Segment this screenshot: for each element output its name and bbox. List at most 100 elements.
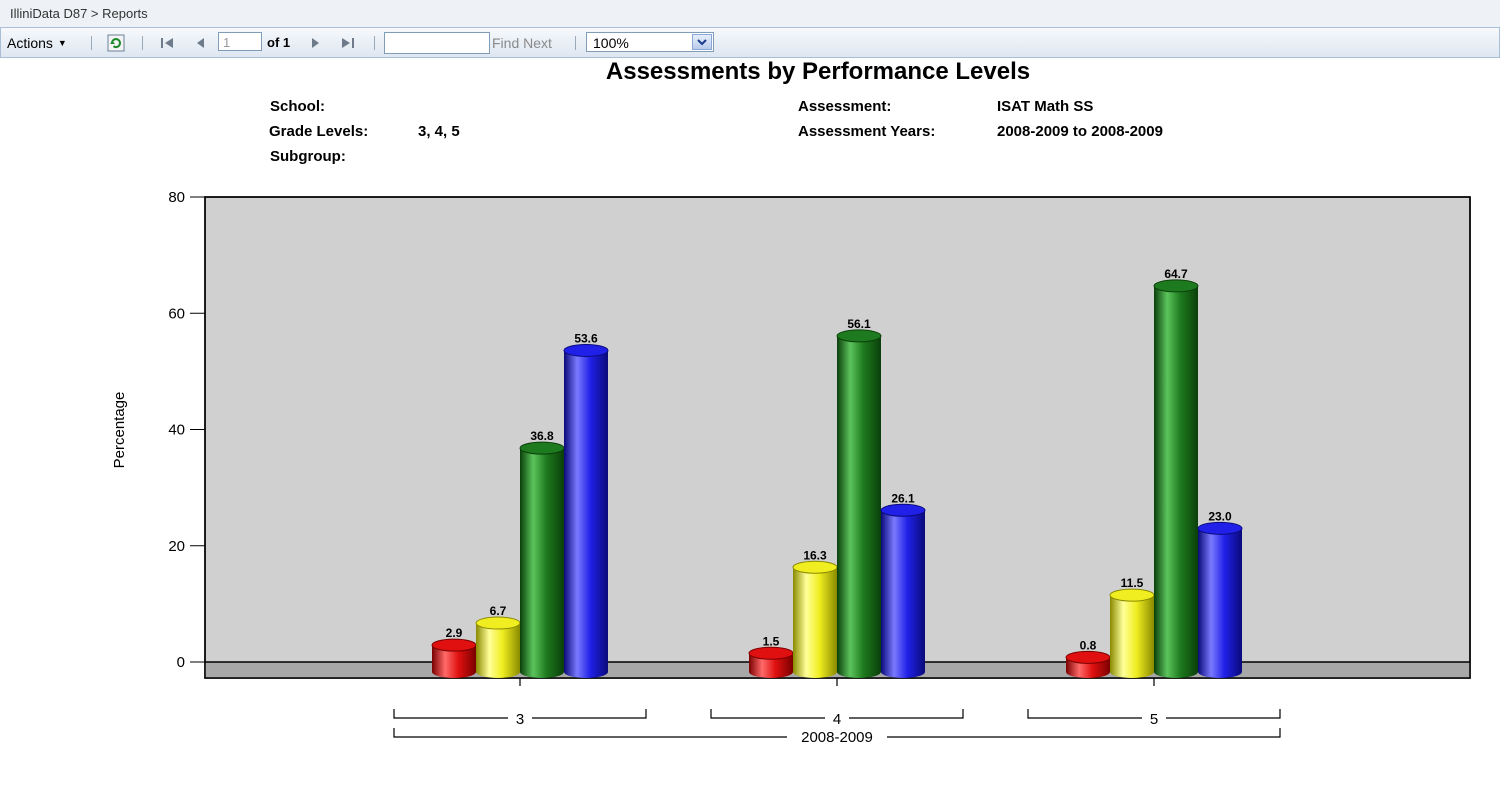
bar-value-label: 6.7	[490, 604, 507, 618]
bar-base	[1066, 666, 1110, 678]
bar-green-grade-5: 64.7	[1153, 267, 1199, 678]
category-bracket	[1027, 709, 1281, 719]
dropdown-arrow-icon[interactable]	[692, 34, 712, 50]
assessment-value: ISAT Math SS	[997, 98, 1094, 115]
category-label: 3	[516, 711, 524, 728]
assessment-years-label: Assessment Years:	[798, 123, 936, 140]
bar-top	[1109, 588, 1155, 602]
bar-top	[792, 560, 838, 574]
last-page-button[interactable]	[340, 28, 356, 57]
bar-yellow-grade-3: 6.7	[475, 604, 521, 678]
next-page-button[interactable]	[310, 28, 322, 57]
bar-value-label: 0.8	[1080, 638, 1097, 652]
bar-yellow-grade-4: 16.3	[792, 548, 838, 678]
toolbar-separator	[91, 36, 92, 50]
actions-label: Actions	[7, 34, 53, 51]
category-bracket	[393, 709, 647, 719]
category-label: 5	[1150, 711, 1158, 728]
breadcrumb[interactable]: IlliniData D87 > Reports	[10, 6, 148, 21]
bar-body	[564, 350, 608, 672]
bar-top	[1197, 521, 1243, 535]
y-tick-label: 60	[168, 305, 185, 322]
bar-value-label: 53.6	[574, 331, 598, 345]
bar-body	[520, 448, 564, 672]
bar-base	[1198, 666, 1242, 678]
bar-red-grade-4: 1.5	[748, 634, 794, 678]
grade-levels-value: 3, 4, 5	[418, 123, 460, 140]
bar-top	[563, 343, 609, 357]
bar-body	[793, 567, 837, 672]
bar-top	[1065, 650, 1111, 664]
bar-value-label: 26.1	[891, 491, 915, 505]
bar-value-label: 23.0	[1208, 509, 1232, 523]
find-next-button[interactable]: Find Next	[492, 34, 552, 51]
first-page-icon	[161, 37, 173, 48]
bar-base	[564, 666, 608, 678]
bar-green-grade-3: 36.8	[519, 429, 565, 678]
bar-top	[836, 329, 882, 343]
bar-top	[880, 503, 926, 517]
toolbar-separator	[142, 36, 143, 50]
bar-value-label: 64.7	[1164, 267, 1188, 281]
bar-body	[837, 335, 881, 672]
bar-body	[1154, 285, 1198, 672]
bar-body	[881, 510, 925, 672]
bar-blue-grade-5: 23.0	[1197, 509, 1243, 678]
bar-value-label: 16.3	[803, 548, 827, 562]
breadcrumb-bar: IlliniData D87 > Reports	[0, 0, 1500, 27]
bar-value-label: 11.5	[1121, 576, 1144, 590]
bar-green-grade-4: 56.1	[836, 317, 882, 678]
report-title: Assessments by Performance Levels	[605, 58, 1031, 85]
bar-blue-grade-3: 53.6	[563, 331, 609, 678]
first-page-button[interactable]	[159, 28, 175, 57]
zoom-select[interactable]: 100%	[586, 32, 714, 52]
group-label: 2008-2009	[801, 729, 873, 746]
assessment-label: Assessment:	[798, 98, 892, 115]
bar-blue-grade-4: 26.1	[880, 491, 926, 678]
bar-base	[1154, 666, 1198, 678]
actions-menu[interactable]: Actions ▼	[7, 28, 67, 57]
bar-base	[1110, 666, 1154, 678]
assessment-years-value: 2008-2009 to 2008-2009	[997, 123, 1163, 140]
bar-top	[431, 638, 477, 652]
bar-base	[749, 666, 793, 678]
bar-base	[520, 666, 564, 678]
report-toolbar: Actions ▼ 1 of 1 Find Next 100%	[0, 27, 1500, 58]
bars-layer: 2.9 6.7 36.8 53.6 1.5 16.3 56.1 26.1 0.8 11.5 64.7…	[431, 267, 1243, 678]
y-tick-label: 40	[168, 422, 185, 439]
page-number-input[interactable]: 1	[218, 32, 262, 51]
zoom-value: 100%	[593, 35, 629, 51]
bar-top	[1153, 279, 1199, 293]
toolbar-separator	[575, 36, 576, 50]
bar-base	[837, 666, 881, 678]
category-bracket	[710, 709, 964, 719]
category-label: 4	[833, 711, 841, 728]
bar-value-label: 2.9	[446, 626, 463, 640]
y-axis-title: Percentage	[111, 392, 128, 469]
subgroup-label: Subgroup:	[270, 148, 346, 165]
bar-value-label: 56.1	[847, 317, 871, 331]
next-page-icon	[312, 37, 319, 48]
toolbar-separator	[374, 36, 375, 50]
previous-page-icon	[197, 37, 204, 48]
bar-base	[432, 666, 476, 678]
bar-body	[476, 623, 520, 672]
group-bracket	[393, 728, 1281, 738]
y-tick-label: 80	[168, 189, 185, 206]
previous-page-button[interactable]	[194, 28, 206, 57]
y-tick-label: 0	[177, 654, 185, 671]
bar-base	[881, 666, 925, 678]
bar-body	[1198, 528, 1242, 672]
x-axis: 3 4 5 2008-2009	[393, 678, 1281, 746]
refresh-button[interactable]	[107, 28, 125, 57]
grade-levels-label: Grade Levels:	[269, 123, 369, 140]
bar-red-grade-5: 0.8	[1065, 638, 1111, 678]
school-label: School:	[270, 98, 325, 115]
refresh-icon	[107, 34, 125, 51]
find-input[interactable]	[384, 32, 490, 54]
y-axis: 0 20 40 60 80	[168, 189, 205, 671]
bar-yellow-grade-5: 11.5	[1109, 576, 1155, 678]
bar-top	[475, 616, 521, 630]
bar-base	[793, 666, 837, 678]
